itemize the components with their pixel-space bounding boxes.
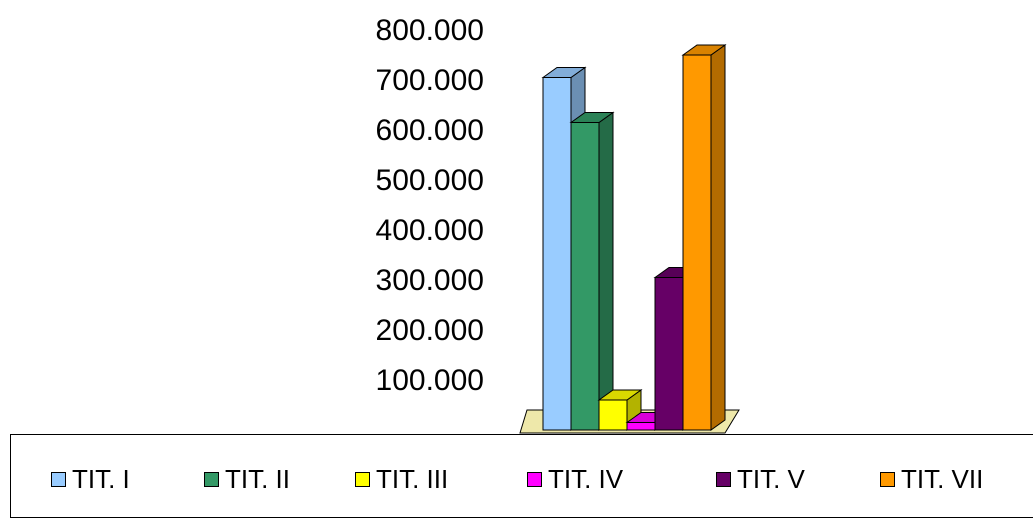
legend-item: TIT. VII [880, 464, 983, 494]
y-tick-label: 600.000 [376, 114, 484, 147]
legend-swatch [880, 472, 895, 487]
y-tick-label: 800.000 [376, 14, 484, 47]
legend-item: TIT. V [716, 464, 805, 494]
legend-item: TIT. IV [527, 464, 623, 494]
legend-label: TIT. IV [548, 464, 623, 494]
y-tick-label: 400.000 [376, 214, 484, 247]
legend-label: TIT. III [376, 464, 448, 494]
y-tick-label: 500.000 [376, 164, 484, 197]
legend-item: TIT. II [204, 464, 290, 494]
y-axis-tick-labels: 100.000 200.000 300.000 400.000 500.000 600.0… [376, 14, 484, 397]
legend-item: TIT. III [355, 464, 448, 494]
legend-swatch [716, 472, 731, 487]
y-tick-label: 200.000 [376, 314, 484, 347]
legend: TIT. I TIT. II TIT. III TIT. IV TIT. V TIT. V… [10, 434, 1033, 518]
legend-label: TIT. I [72, 464, 130, 494]
legend-label: TIT. II [225, 464, 290, 494]
bars [543, 45, 725, 430]
y-tick-label: 300.000 [376, 264, 484, 297]
legend-swatch [527, 472, 542, 487]
y-tick-label: 100.000 [376, 364, 484, 397]
legend-item: TIT. I [51, 464, 130, 494]
legend-swatch [51, 472, 66, 487]
legend-swatch [204, 472, 219, 487]
legend-swatch [355, 472, 370, 487]
legend-label: TIT. VII [901, 464, 983, 494]
legend-label: TIT. V [737, 464, 805, 494]
y-tick-label: 700.000 [376, 64, 484, 97]
bar [683, 45, 725, 430]
bar [571, 113, 613, 431]
